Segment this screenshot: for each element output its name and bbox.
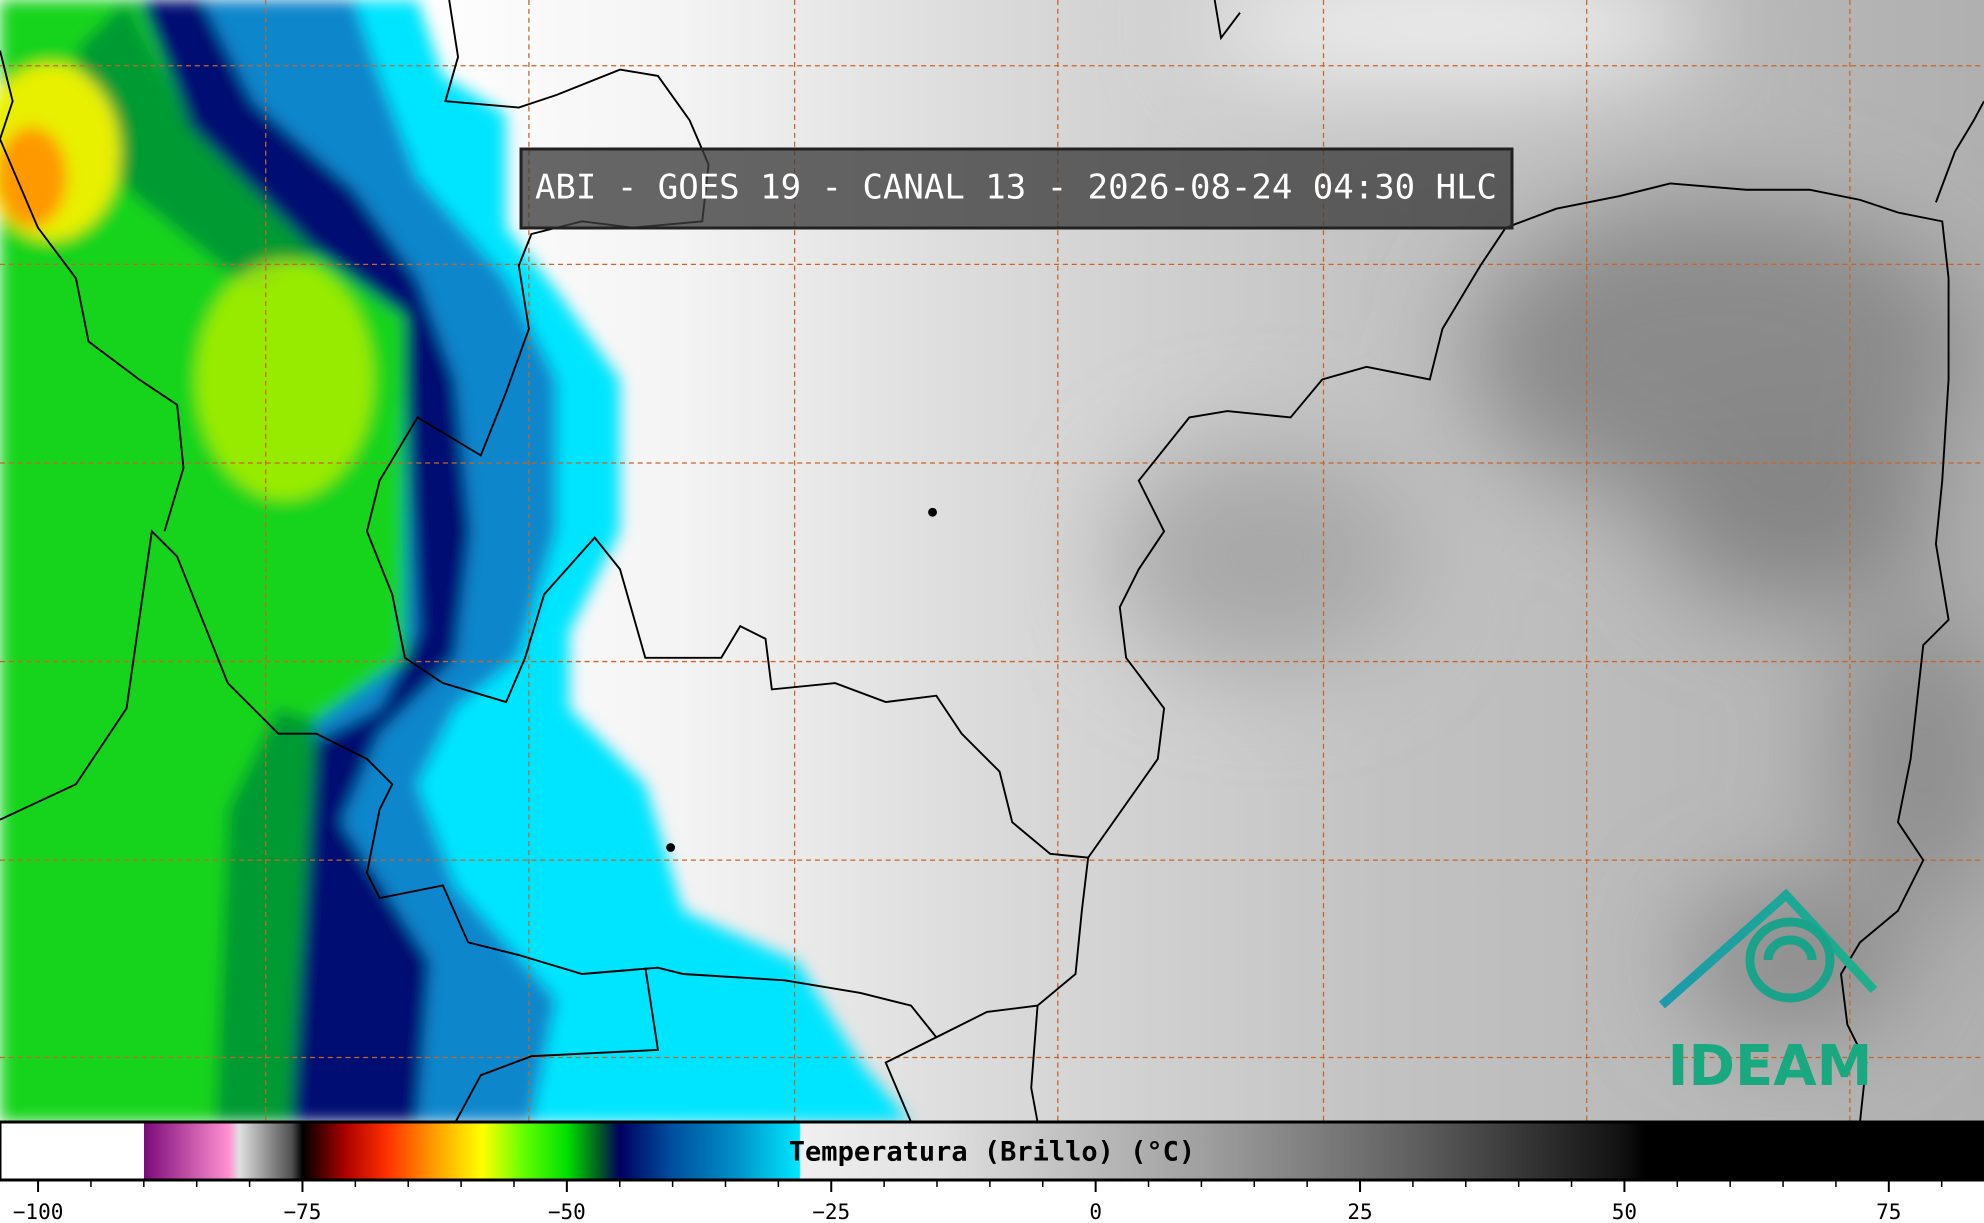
tick-label: −25 [812,1200,850,1223]
tick-label: −50 [548,1200,586,1223]
title-background [519,147,1514,230]
tick-label: −75 [283,1200,321,1223]
colorbar: Temperatura (Brillo) (°C) −100 −75 −50 −25 0… [0,1120,1984,1223]
tick-label: 75 [1876,1200,1901,1223]
logo-roof [1659,888,1878,1009]
tick-label: −100 [13,1200,64,1223]
city-marker [666,843,676,852]
tick-label: 0 [1089,1200,1102,1223]
logo-text: IDEAM [1668,1034,1873,1099]
colorbar-label: Temperatura (Brillo) (°C) [789,1137,1195,1168]
title-box: ABI - GOES 19 - CANAL 13 - 2026-08-24 04… [519,147,1514,230]
logo: IDEAM [1659,888,1878,1099]
tick-label: 25 [1347,1200,1372,1223]
city-marker [928,507,937,517]
logo-swirl [1745,917,1835,1003]
colorbar-ramp [0,1120,1984,1182]
title: ABI - GOES 19 - CANAL 13 - 2026-08-24 04… [535,168,1497,208]
cold-cloud-tops [0,0,912,1122]
tick-label: 50 [1612,1200,1637,1223]
